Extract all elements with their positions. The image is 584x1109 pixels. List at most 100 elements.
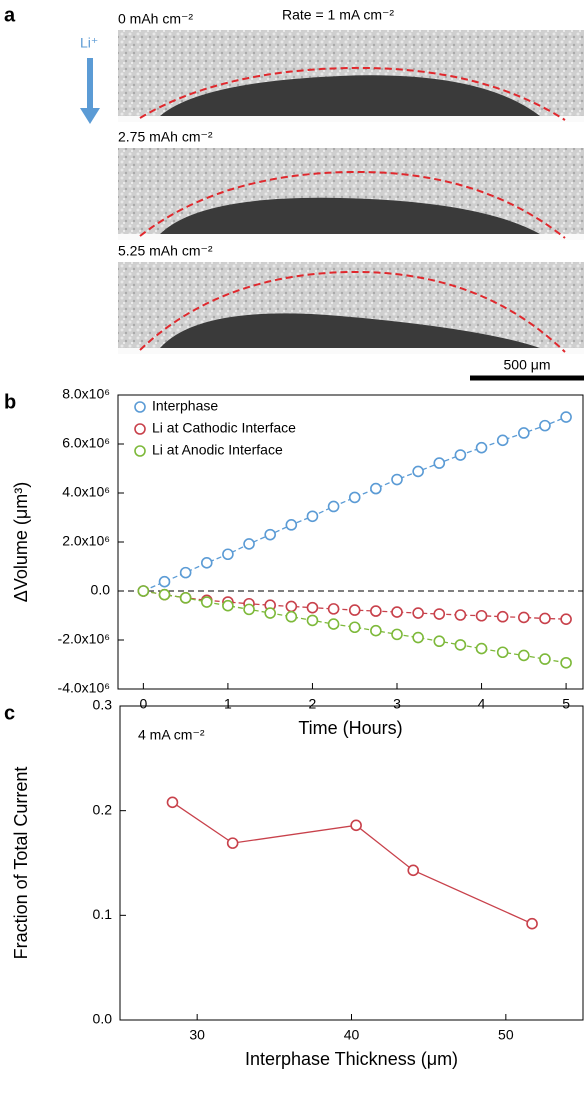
panel-label: b — [4, 391, 16, 413]
y-tick-label: 4.0x10⁶ — [62, 484, 110, 500]
data-point — [348, 621, 361, 634]
lithium-region — [160, 75, 540, 116]
series-line — [172, 801, 533, 925]
y-tick-label: 0.2 — [93, 801, 113, 817]
rate-label: Rate = 1 mA cm⁻² — [282, 7, 394, 23]
x-tick-label: 1 — [224, 696, 232, 712]
data-point — [496, 610, 509, 623]
y-tick-label: 0.3 — [93, 697, 113, 713]
micrograph-base — [118, 348, 584, 354]
data-point — [243, 538, 255, 550]
data-point — [412, 465, 424, 478]
y-axis-label: Fraction of Total Current — [11, 767, 31, 960]
ion-label: Li⁺ — [80, 35, 98, 51]
data-point — [306, 601, 319, 614]
x-tick-label: 5 — [562, 696, 570, 712]
data-point — [264, 607, 276, 619]
data-point — [306, 614, 319, 627]
data-point — [222, 548, 234, 561]
arrow-head — [80, 108, 100, 124]
y-tick-label: 6.0x10⁶ — [62, 435, 110, 451]
legend-label: Li at Anodic Interface — [152, 442, 283, 458]
interphase-boundary — [139, 270, 566, 353]
x-tick-label: 50 — [498, 1027, 514, 1043]
data-point — [433, 635, 446, 648]
y-tick-label: 0.0 — [91, 582, 111, 598]
data-point — [327, 500, 340, 513]
data-point — [166, 796, 179, 809]
data-point — [454, 639, 467, 651]
micrographs: 0 mAh cm⁻² 2.75 mAh cm⁻² 5.25 mAh cm⁻² — [118, 11, 584, 354]
data-point — [407, 864, 420, 877]
micrograph-base — [118, 116, 584, 122]
x-tick-label: 0 — [139, 696, 147, 712]
data-point — [518, 427, 530, 439]
data-point — [539, 612, 551, 625]
x-axis-label: Time (Hours) — [298, 718, 402, 738]
interphase-boundary — [139, 170, 566, 239]
data-point — [370, 624, 382, 637]
data-point — [179, 566, 192, 579]
panel-label: c — [4, 702, 15, 724]
data-point — [137, 585, 150, 597]
data-point — [285, 610, 298, 623]
data-point — [200, 557, 213, 569]
data-point — [226, 837, 239, 849]
legend-marker — [134, 445, 146, 457]
x-tick-label: 30 — [189, 1027, 205, 1043]
y-tick-label: 0.0 — [93, 1011, 113, 1027]
y-axis-label: ΔVolume (μm³) — [11, 482, 31, 602]
data-point — [243, 603, 255, 616]
data-point — [433, 608, 446, 620]
y-tick-label: 8.0x10⁶ — [62, 386, 110, 402]
data-point — [475, 642, 488, 655]
data-point — [370, 605, 382, 617]
data-point — [285, 600, 298, 613]
scale-bar-label: 500 μm — [504, 357, 551, 373]
data-point — [412, 607, 424, 619]
data-point — [526, 917, 538, 930]
x-tick-label: 4 — [478, 696, 486, 712]
data-point — [454, 609, 467, 621]
data-point — [560, 411, 572, 423]
annotation: 4 mA cm⁻² — [138, 727, 205, 743]
data-point — [306, 510, 319, 523]
data-point — [433, 457, 446, 469]
data-point — [518, 611, 530, 624]
data-point — [285, 519, 298, 531]
image-caption: 0 mAh cm⁻² — [118, 11, 193, 27]
data-point — [391, 606, 403, 618]
data-point — [222, 599, 234, 612]
micrograph-base — [118, 234, 584, 240]
data-point — [391, 628, 403, 641]
legend-marker — [134, 423, 146, 435]
data-point — [412, 631, 424, 644]
y-tick-label: -4.0x10⁶ — [58, 680, 110, 696]
y-tick-label: 0.1 — [93, 906, 113, 922]
panel-label: a — [4, 4, 16, 26]
data-point — [158, 575, 171, 588]
series-line — [143, 416, 567, 592]
data-point — [327, 618, 340, 630]
y-tick-label: -2.0x10⁶ — [58, 631, 110, 647]
data-point — [350, 819, 362, 832]
data-point — [496, 434, 509, 447]
data-point — [496, 646, 509, 659]
data-point — [518, 649, 530, 662]
x-tick-label: 40 — [344, 1027, 360, 1043]
data-point — [475, 609, 488, 622]
data-point — [158, 588, 171, 601]
legend-marker — [134, 401, 146, 413]
image-caption: 2.75 mAh cm⁻² — [118, 129, 213, 145]
data-point — [539, 653, 551, 665]
data-point — [560, 613, 572, 625]
x-tick-label: 2 — [309, 696, 317, 712]
data-point — [454, 449, 467, 461]
data-point — [560, 656, 572, 669]
data-point — [539, 419, 551, 432]
data-point — [475, 441, 488, 454]
lithium-region — [160, 197, 540, 234]
legend-label: Interphase — [152, 398, 218, 414]
data-point — [370, 482, 382, 495]
